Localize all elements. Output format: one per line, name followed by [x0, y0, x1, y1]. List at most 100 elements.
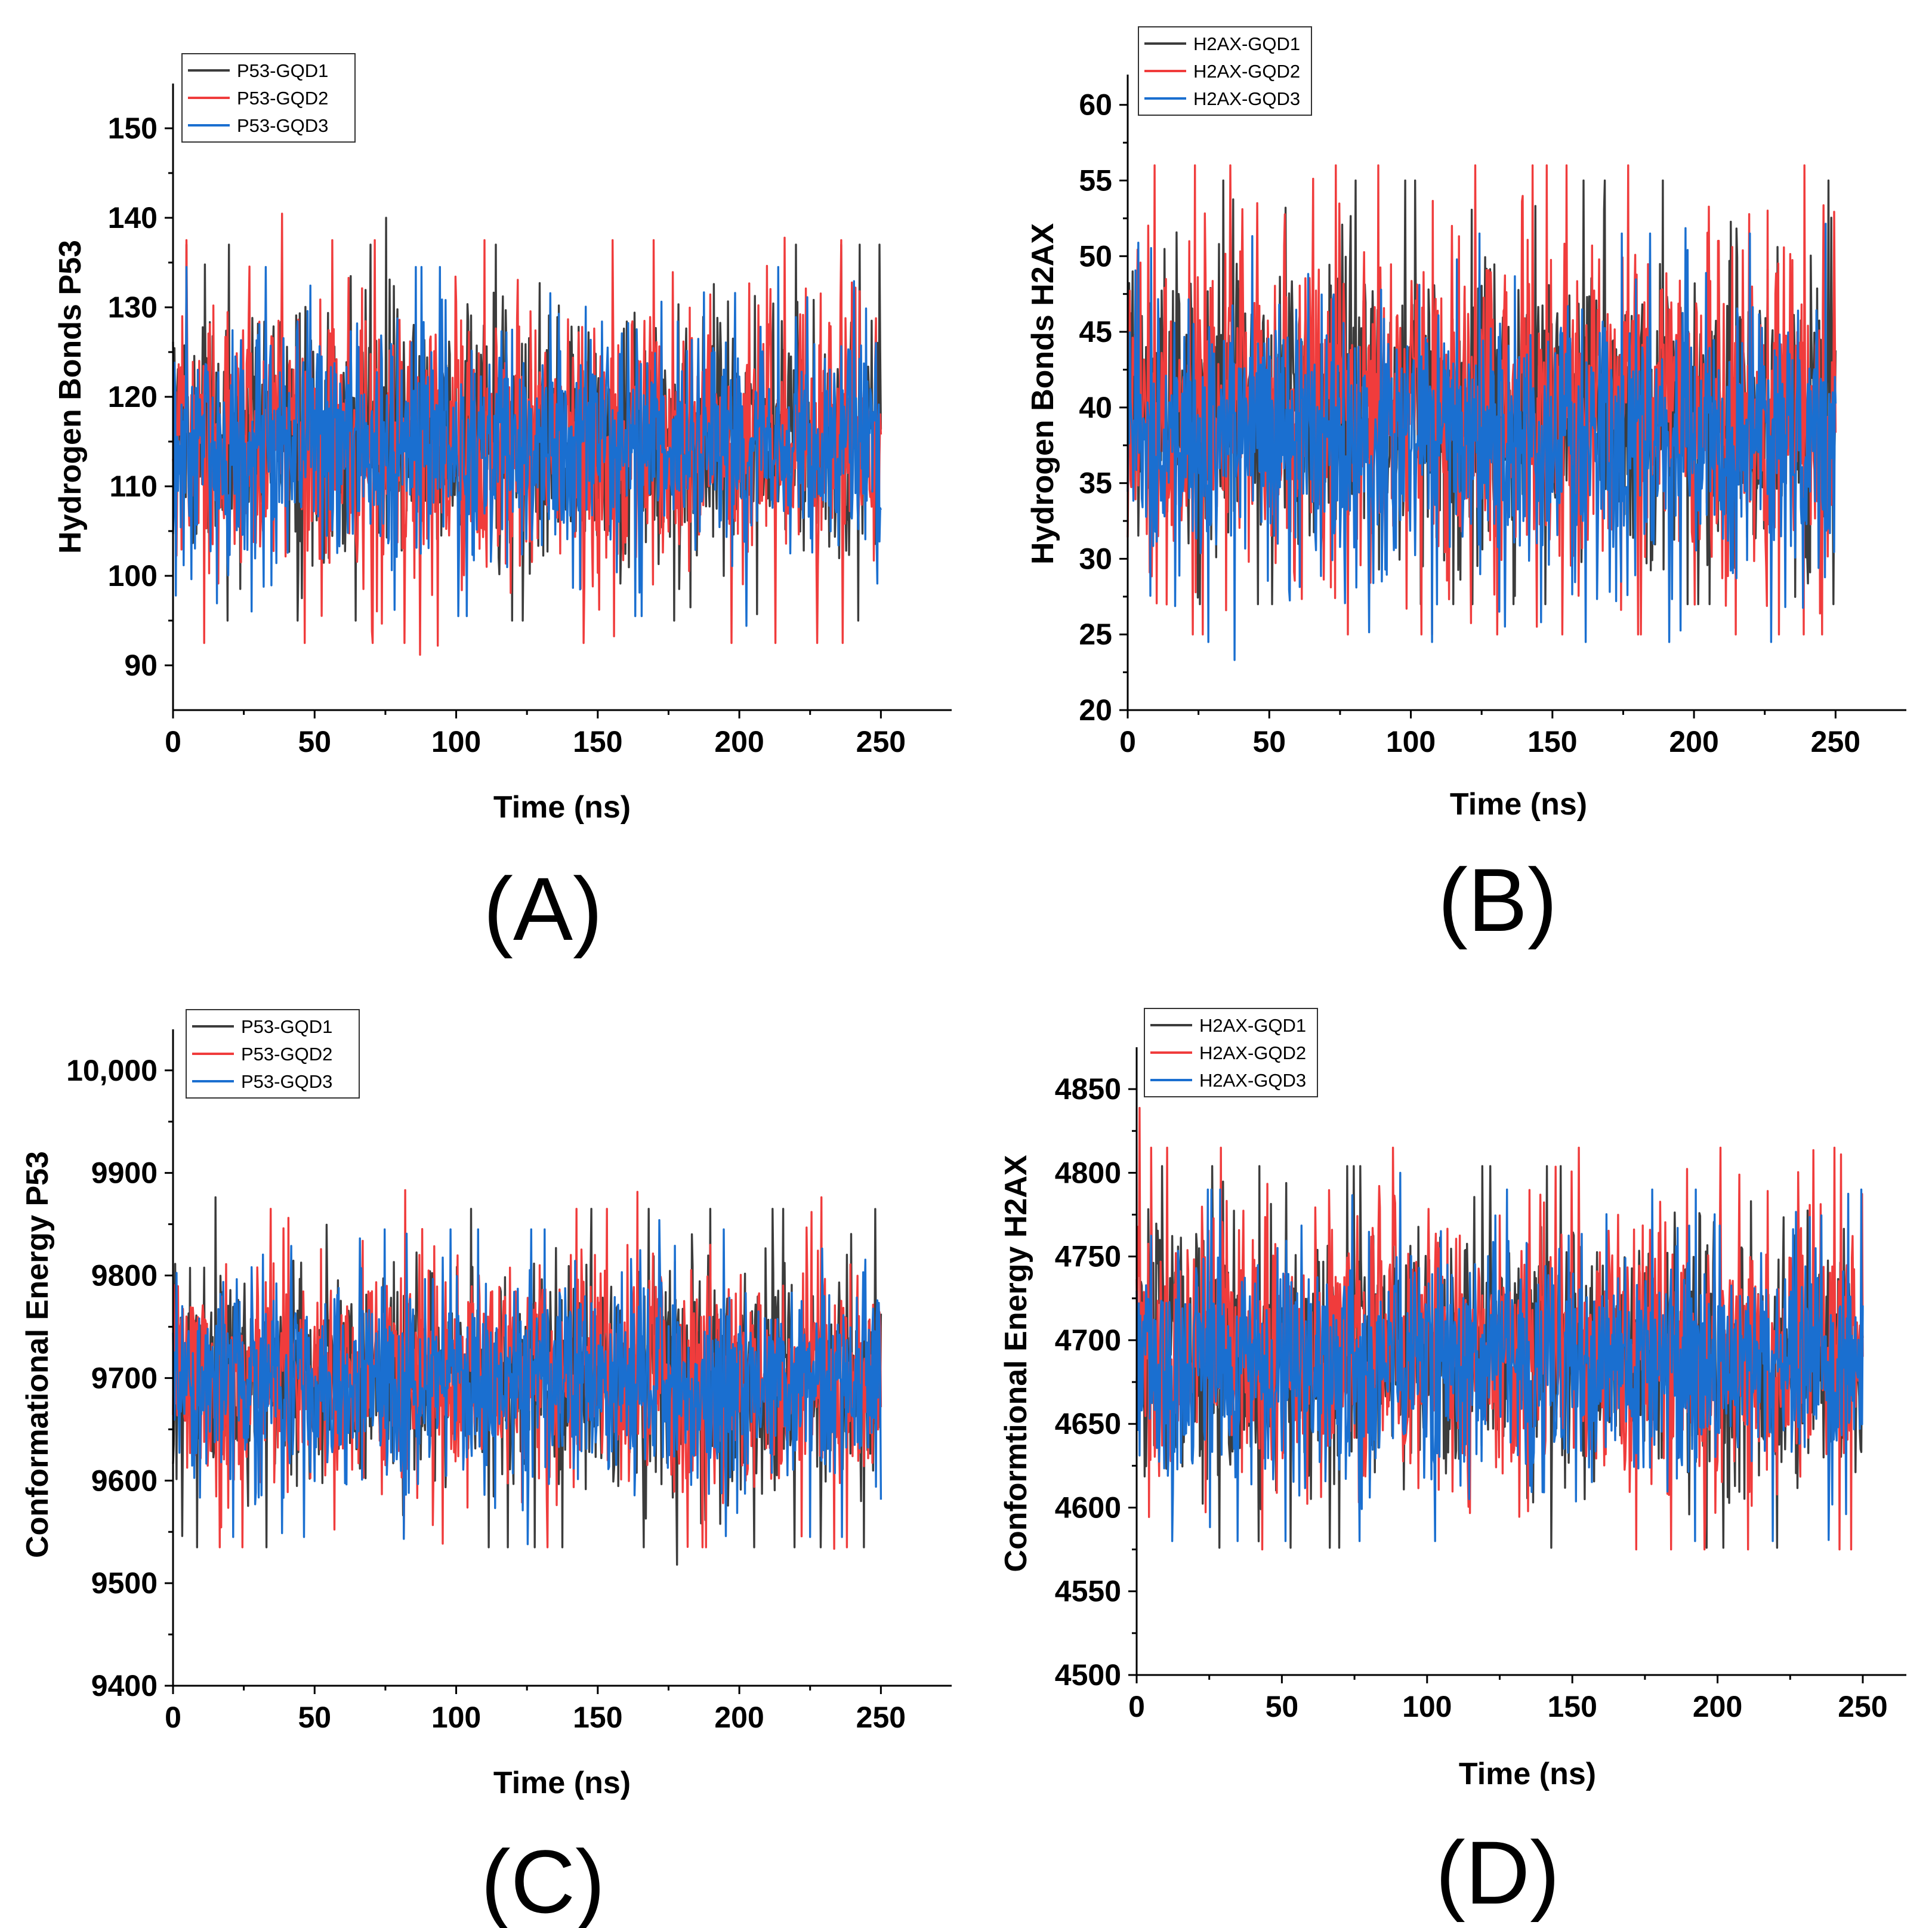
panel-c-y-tick-label: 9900	[91, 1156, 158, 1190]
panel-d-y-tick-label: 4650	[1055, 1407, 1121, 1440]
panel-a-ticks: 0 50 100 150 200 250 90 100 110 120 130 140 150	[108, 112, 906, 758]
panel-c-y-tick-label: 9700	[91, 1361, 158, 1395]
panel-b-y-tick-label: 25	[1079, 618, 1112, 651]
panel-a-y-tick-label: 120	[108, 380, 158, 414]
panel-b-legend-label: H2AX-GQD2	[1193, 61, 1300, 82]
panel-a-y-tick-label: 140	[108, 201, 158, 235]
panel-d-y-tick-label: 4750	[1055, 1240, 1121, 1273]
panel-c-x-tick-label: 200	[714, 1701, 764, 1734]
panel-c-y-tick-label: 9500	[91, 1566, 158, 1600]
panel-c-x-tick-label: 100	[431, 1701, 481, 1734]
panel-c-y-tick-label: 10,000	[66, 1054, 158, 1087]
panel-b-y-tick-label: 30	[1079, 542, 1112, 575]
panel-c-legend-label: P53-GQD3	[241, 1071, 332, 1092]
panel-b-series-3-line	[1127, 223, 1837, 661]
panel-d-x-tick-label: 200	[1693, 1690, 1742, 1723]
panel-a-legend-label: P53-GQD3	[237, 115, 328, 136]
panel-d-series-3-line	[1135, 1171, 1864, 1543]
panel-c-legend-label: P53-GQD1	[241, 1016, 332, 1037]
panel-b-x-title: Time (ns)	[1450, 787, 1587, 822]
panel-a-x-tick-label: 100	[431, 725, 481, 758]
panel-d-legend: H2AX-GQD1 H2AX-GQD2 H2AX-GQD3	[1144, 1008, 1318, 1097]
panel-b-y-tick-label: 20	[1079, 693, 1112, 727]
panel-a-x-tick-label: 250	[856, 725, 906, 758]
panel-c-label: (C)	[481, 1831, 605, 1928]
panel-c-x-tick-label: 150	[573, 1701, 622, 1734]
panel-a-x-tick-label: 200	[714, 725, 764, 758]
panel-b-x-tick-label: 0	[1119, 725, 1136, 758]
panel-b-x-tick-label: 250	[1811, 725, 1860, 758]
panel-b-label: (B)	[1438, 850, 1557, 950]
panel-d-x-title: Time (ns)	[1459, 1757, 1596, 1791]
panel-b-y-title: Hydrogen Bonds H2AX	[1026, 223, 1060, 564]
panel-c-y-tick-label: 9400	[91, 1669, 158, 1702]
panel-a-y-tick-label: 150	[108, 112, 158, 145]
panel-c-x-tick-label: 0	[165, 1701, 181, 1734]
panel-a-x-tick-label: 0	[165, 725, 181, 758]
panel-d-label: (D)	[1436, 1822, 1560, 1923]
panel-c: 0 50 100 150 200 250 9400 9500 9600 9700 9800 9900 1…	[20, 1009, 952, 1928]
panel-a: 0 50 100 150 200 250 90 100 110 120 130 140 150 Time…	[53, 53, 952, 959]
panel-c-y-tick-label: 9600	[91, 1464, 158, 1497]
panel-d-legend-label: H2AX-GQD2	[1199, 1042, 1306, 1063]
panel-a-y-tick-label: 90	[124, 649, 158, 682]
panel-d-x-tick-label: 100	[1402, 1690, 1452, 1723]
panel-a-legend-label: P53-GQD2	[237, 88, 328, 109]
panel-a-legend-label: P53-GQD1	[237, 60, 328, 81]
panel-b-ticks: 0 50 100 150 200 250 20 25 30 35 40 45 50 55 60	[1079, 88, 1860, 758]
panel-d-legend-label: H2AX-GQD3	[1199, 1070, 1306, 1091]
panel-c-y-tick-label: 9800	[91, 1259, 158, 1292]
panel-b-x-tick-label: 100	[1386, 725, 1436, 758]
panel-a-x-tick-label: 150	[573, 725, 622, 758]
panel-d-x-tick-label: 250	[1838, 1690, 1887, 1723]
panel-d-x-tick-label: 50	[1266, 1690, 1299, 1723]
panel-a-legend: P53-GQD1 P53-GQD2 P53-GQD3	[181, 53, 356, 143]
panel-b-y-tick-label: 40	[1079, 391, 1112, 424]
panel-a-y-title: Hydrogen Bonds P53	[53, 240, 88, 554]
panel-c-x-tick-label: 250	[856, 1701, 906, 1734]
panel-b-y-tick-label: 55	[1079, 164, 1112, 198]
panel-a-x-title: Time (ns)	[493, 790, 631, 825]
panel-b-y-tick-label: 50	[1079, 239, 1112, 273]
panel-b-plot	[1127, 164, 1837, 661]
panel-c-x-title: Time (ns)	[493, 1766, 631, 1800]
panel-d-legend-label: H2AX-GQD1	[1199, 1015, 1306, 1036]
panel-b-y-tick-label: 60	[1079, 88, 1112, 122]
panel-d-y-tick-label: 4850	[1055, 1072, 1121, 1106]
panel-b-x-tick-label: 50	[1252, 725, 1286, 758]
panel-a-series-3-line	[172, 266, 882, 627]
panel-d-ticks: 0 50 100 150 200 250 4500 4550 4600 4650 4700 4750 4…	[1055, 1072, 1888, 1723]
panel-c-series-3-line	[172, 1219, 882, 1546]
panel-b-legend-label: H2AX-GQD1	[1193, 33, 1300, 54]
panel-a-y-tick-label: 100	[108, 559, 158, 593]
panel-b-y-tick-label: 35	[1079, 467, 1112, 500]
panel-b-x-tick-label: 150	[1527, 725, 1577, 758]
panel-d-y-tick-label: 4700	[1055, 1324, 1121, 1357]
panel-a-x-tick-label: 50	[298, 725, 331, 758]
panel-d: 0 50 100 150 200 250 4500 4550 4600 4650 4700 4750 4…	[999, 1008, 1906, 1923]
panel-a-y-tick-label: 110	[109, 470, 158, 503]
panel-a-label: (A)	[483, 859, 603, 959]
panel-b-y-tick-label: 45	[1079, 315, 1112, 348]
panel-d-y-tick-label: 4500	[1055, 1658, 1121, 1692]
panel-d-y-tick-label: 4600	[1055, 1491, 1121, 1524]
panel-b: 0 50 100 150 200 250 20 25 30 35 40 45 50 55 60 Time (…	[1026, 26, 1906, 950]
panel-c-y-title: Conformational Energy P53	[20, 1151, 55, 1558]
panel-d-y-tick-label: 4800	[1055, 1156, 1121, 1189]
panel-c-plot	[172, 1189, 882, 1566]
panel-a-y-tick-label: 130	[108, 291, 158, 324]
panel-b-x-tick-label: 200	[1669, 725, 1718, 758]
panel-d-plot	[1135, 1106, 1864, 1551]
panel-b-legend-label: H2AX-GQD3	[1193, 88, 1300, 109]
panel-c-legend: P53-GQD1 P53-GQD2 P53-GQD3	[186, 1009, 360, 1099]
panel-b-legend: H2AX-GQD1 H2AX-GQD2 H2AX-GQD3	[1138, 26, 1312, 116]
panel-c-x-tick-label: 50	[298, 1701, 331, 1734]
panel-a-plot	[172, 212, 882, 656]
panel-d-x-tick-label: 0	[1128, 1690, 1145, 1723]
panel-c-legend-label: P53-GQD2	[241, 1044, 332, 1065]
panel-d-x-tick-label: 150	[1547, 1690, 1597, 1723]
panel-d-y-tick-label: 4550	[1055, 1575, 1121, 1608]
panel-d-y-title: Conformtional Energy H2AX	[999, 1155, 1033, 1572]
panel-c-ticks: 0 50 100 150 200 250 9400 9500 9600 9700 9800 9900 1…	[66, 1054, 906, 1734]
